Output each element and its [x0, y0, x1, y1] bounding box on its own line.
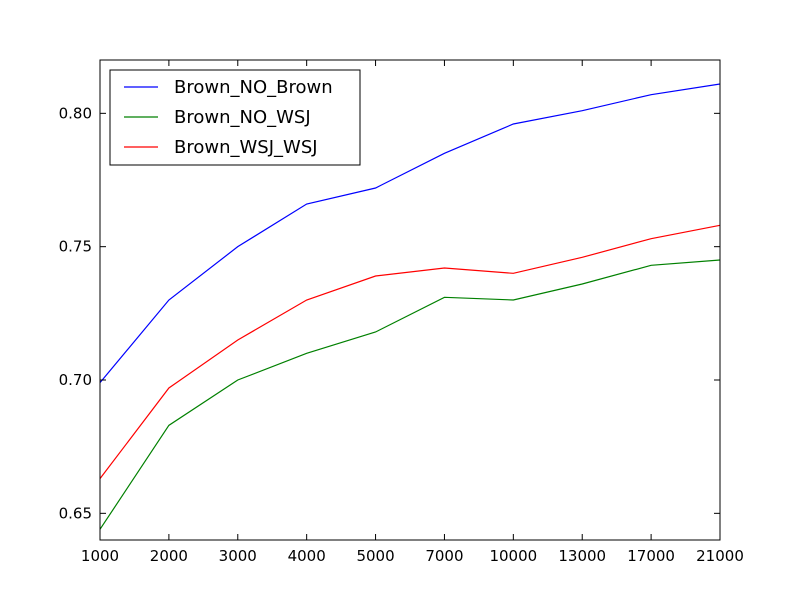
x-tick-label: 17000 — [627, 547, 675, 565]
x-tick-label: 5000 — [356, 547, 394, 565]
legend-label: Brown_NO_Brown — [174, 77, 333, 98]
series-line-brown-wsj-wsj — [99, 224, 721, 480]
axis-tick-labels: 1000 2000 3000 4000 5000 7000 10000 13000 17000 2… — [59, 104, 744, 565]
x-tick-label: 13000 — [558, 547, 606, 565]
x-tick-label: 21000 — [696, 547, 744, 565]
y-tick-label: 0.75 — [59, 238, 92, 256]
y-tick-label: 0.65 — [59, 504, 92, 522]
x-tick-label: 10000 — [489, 547, 537, 565]
legend-label: Brown_WSJ_WSJ — [174, 137, 318, 158]
legend-label: Brown_NO_WSJ — [174, 107, 311, 128]
x-tick-label: 7000 — [425, 547, 463, 565]
legend: Brown_NO_Brown Brown_NO_WSJ Brown_WSJ_WSJ — [109, 69, 361, 166]
x-tick-label: 1000 — [81, 547, 119, 565]
x-tick-label: 4000 — [288, 547, 326, 565]
y-tick-label: 0.80 — [59, 104, 92, 122]
x-tick-label: 3000 — [219, 547, 257, 565]
y-tick-label: 0.70 — [59, 371, 92, 389]
plot-area-frame — [99, 59, 721, 541]
series-lines — [99, 83, 721, 530]
series-line-brown-no-brown — [99, 83, 721, 384]
series-line-brown-no-wsj — [99, 259, 721, 530]
x-tick-label: 2000 — [150, 547, 188, 565]
